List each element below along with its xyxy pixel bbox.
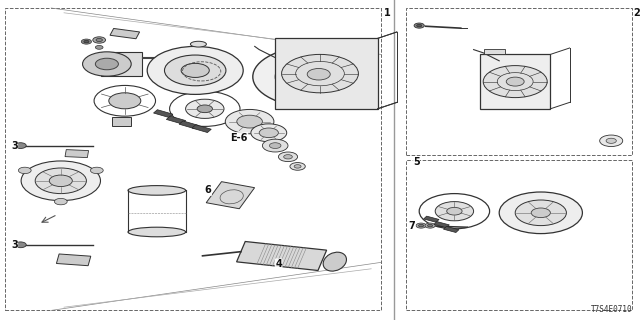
Circle shape	[262, 139, 288, 152]
Circle shape	[275, 58, 352, 96]
Ellipse shape	[128, 227, 186, 237]
Ellipse shape	[128, 186, 186, 195]
Circle shape	[483, 66, 547, 98]
Circle shape	[95, 45, 103, 49]
Circle shape	[84, 40, 89, 43]
Circle shape	[284, 155, 292, 159]
Circle shape	[253, 46, 374, 107]
Circle shape	[307, 68, 330, 80]
Bar	[56, 254, 91, 266]
Circle shape	[282, 54, 358, 93]
Circle shape	[225, 109, 274, 134]
Text: T7S4E0710: T7S4E0710	[591, 305, 632, 314]
Bar	[166, 116, 186, 124]
Circle shape	[294, 165, 301, 168]
Ellipse shape	[191, 41, 206, 47]
Circle shape	[49, 175, 72, 187]
Bar	[484, 49, 505, 54]
Circle shape	[259, 128, 278, 138]
Circle shape	[435, 202, 474, 221]
Circle shape	[269, 143, 281, 148]
Circle shape	[290, 163, 305, 170]
Circle shape	[506, 77, 524, 86]
Circle shape	[417, 24, 422, 27]
Circle shape	[499, 192, 582, 234]
Circle shape	[416, 223, 426, 228]
Text: E-6: E-6	[230, 132, 248, 143]
Circle shape	[15, 242, 26, 248]
Circle shape	[251, 124, 287, 142]
Circle shape	[419, 224, 424, 227]
Bar	[112, 117, 131, 126]
Bar	[192, 125, 211, 132]
Bar	[424, 216, 439, 222]
Text: 3: 3	[11, 140, 18, 151]
Circle shape	[428, 224, 433, 227]
Bar	[110, 28, 140, 39]
Circle shape	[600, 135, 623, 147]
Circle shape	[93, 37, 106, 43]
Bar	[275, 38, 378, 109]
Text: 5: 5	[413, 156, 420, 167]
Bar	[237, 242, 326, 270]
Bar	[434, 221, 449, 228]
Circle shape	[237, 115, 262, 128]
Ellipse shape	[323, 252, 346, 271]
Bar	[300, 42, 325, 48]
Circle shape	[81, 39, 92, 44]
Bar	[206, 182, 255, 209]
Circle shape	[181, 63, 209, 77]
Bar	[154, 110, 173, 117]
Circle shape	[96, 38, 102, 42]
Text: 6: 6	[205, 185, 212, 196]
Text: 3: 3	[11, 240, 18, 250]
Text: 4: 4	[275, 259, 282, 269]
Circle shape	[147, 46, 243, 94]
Circle shape	[90, 167, 103, 173]
Circle shape	[447, 207, 462, 215]
Circle shape	[278, 152, 298, 162]
Bar	[179, 121, 198, 129]
Circle shape	[197, 105, 212, 113]
Text: 2: 2	[634, 8, 640, 18]
Circle shape	[531, 208, 550, 218]
Circle shape	[95, 58, 118, 70]
Text: 7: 7	[408, 220, 415, 231]
Circle shape	[414, 23, 424, 28]
Circle shape	[425, 223, 435, 228]
Circle shape	[15, 143, 26, 148]
Circle shape	[164, 55, 226, 86]
Bar	[5, 8, 381, 310]
Bar	[444, 226, 459, 233]
Circle shape	[21, 161, 100, 201]
Bar	[480, 54, 550, 109]
Bar	[406, 160, 632, 310]
Text: 1: 1	[384, 8, 391, 18]
Bar	[406, 8, 632, 155]
Circle shape	[19, 167, 31, 173]
Circle shape	[54, 198, 67, 205]
Circle shape	[109, 93, 141, 109]
Circle shape	[35, 168, 86, 194]
Bar	[101, 52, 143, 76]
Bar	[65, 150, 88, 157]
Circle shape	[83, 52, 131, 76]
Circle shape	[606, 138, 616, 143]
Circle shape	[515, 200, 566, 226]
Circle shape	[186, 99, 224, 118]
